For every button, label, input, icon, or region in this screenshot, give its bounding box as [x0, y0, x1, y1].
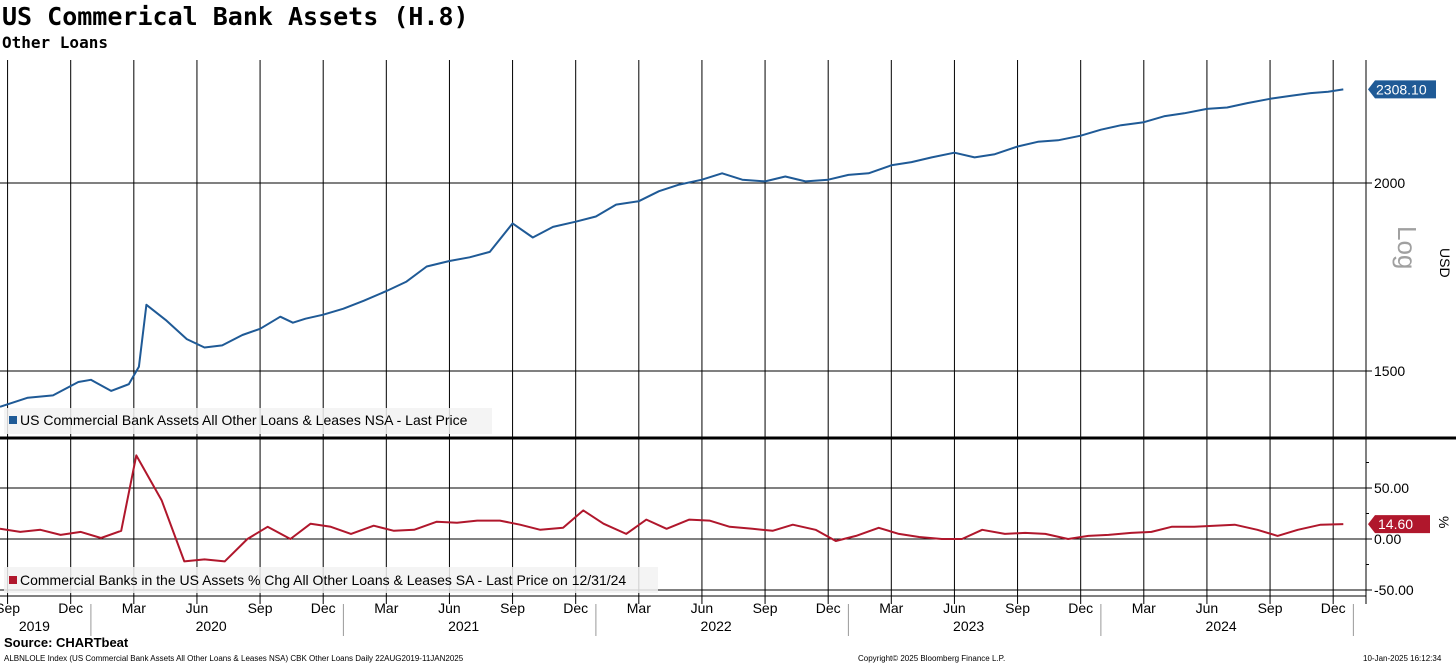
lower-unit-label: % [1436, 516, 1452, 528]
x-year-label: 2024 [1206, 618, 1237, 634]
x-axis: Sep Dec Mar Jun Sep Dec Mar Jun Sep Dec Mar Jun Sep D… [0, 600, 1346, 634]
upper-last-value-tag [1368, 80, 1436, 99]
x-month-label: Dec [563, 600, 588, 616]
upper-y-tick-label: 2000 [1374, 175, 1405, 191]
upper-legend-swatch [9, 416, 17, 424]
lower-last-value-tag [1368, 515, 1430, 534]
lower-y-tick-label: 0.00 [1374, 531, 1401, 547]
lower-y-tick-label: 50.00 [1374, 480, 1409, 496]
x-year-label: 2019 [19, 618, 50, 634]
x-month-label: Mar [1132, 600, 1156, 616]
x-month-label: Sep [500, 600, 525, 616]
lower-series-line [0, 454, 1344, 563]
lower-y-tick-label: -50.00 [1374, 582, 1414, 598]
upper-panel: 1500 2000 2308.10 USD Log US Commercial Bank … [0, 80, 1453, 434]
footer-description: ALBNLOLE Index (US Commercial Bank Asset… [4, 654, 464, 663]
x-month-label: Dec [1068, 600, 1093, 616]
lower-last-value-label: 14.60 [1378, 516, 1413, 532]
x-month-label: Jun [438, 600, 461, 616]
x-month-label: Jun [1196, 600, 1219, 616]
x-month-label: Mar [879, 600, 903, 616]
x-month-label: Sep [248, 600, 273, 616]
upper-y-tick-label: 1500 [1374, 363, 1405, 379]
upper-last-value-label: 2308.10 [1376, 81, 1427, 97]
x-month-label: Mar [122, 600, 146, 616]
x-year-label: 2020 [196, 618, 227, 634]
x-month-label: Sep [0, 600, 20, 616]
x-month-label: Mar [627, 600, 651, 616]
x-month-label: Mar [374, 600, 398, 616]
x-month-label: Dec [311, 600, 336, 616]
lower-panel: 50.00 0.00 -50.00 14.60 % Commercial Banks in… [0, 454, 1452, 598]
upper-series-line [0, 88, 1344, 408]
x-month-label: Jun [943, 600, 966, 616]
lower-legend-label: Commercial Banks in the US Assets % Chg … [20, 572, 626, 588]
chart-subtitle: Other Loans [2, 33, 108, 52]
upper-legend-label: US Commercial Bank Assets All Other Loan… [20, 412, 468, 428]
x-month-label: Dec [1321, 600, 1346, 616]
x-month-label: Dec [58, 600, 83, 616]
x-month-label: Sep [1005, 600, 1030, 616]
x-year-label: 2023 [953, 618, 984, 634]
x-month-label: Jun [691, 600, 714, 616]
x-year-label: 2021 [448, 618, 479, 634]
upper-unit-label: USD [1437, 248, 1453, 278]
lower-legend-swatch [9, 576, 17, 584]
x-year-label: 2022 [701, 618, 732, 634]
grid-lines [0, 60, 1456, 636]
upper-legend-box [4, 408, 492, 434]
x-month-label: Jun [186, 600, 209, 616]
chart-title: US Commerical Bank Assets (H.8) [2, 2, 469, 31]
source-note: Source: CHARTbeat [4, 635, 129, 650]
x-month-label: Sep [1258, 600, 1283, 616]
x-month-label: Dec [816, 600, 841, 616]
x-month-label: Sep [753, 600, 778, 616]
upper-scale-label: Log [1392, 226, 1422, 269]
footer-copyright: Copyright© 2025 Bloomberg Finance L.P. [858, 654, 1006, 663]
lower-legend-box [4, 567, 658, 593]
footer-timestamp: 10-Jan-2025 16:12:34 [1363, 654, 1442, 663]
